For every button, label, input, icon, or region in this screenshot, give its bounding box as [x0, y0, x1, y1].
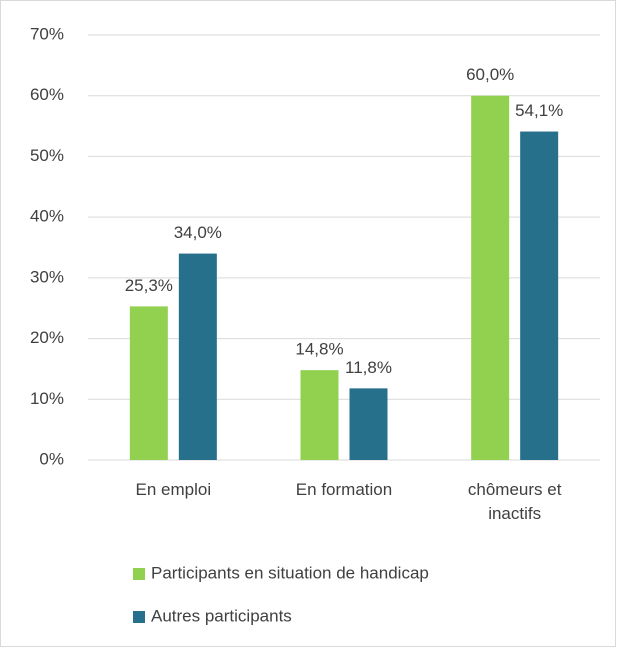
y-tick-label: 50%: [30, 146, 64, 165]
legend-swatch: [133, 611, 145, 623]
y-tick-label: 40%: [30, 207, 64, 226]
bar: [300, 370, 339, 460]
y-tick-label: 0%: [39, 449, 64, 468]
y-tick-label: 60%: [30, 85, 64, 104]
bar: [129, 306, 168, 460]
data-label: 54,1%: [515, 101, 563, 120]
data-label: 14,8%: [295, 340, 343, 359]
x-tick-label: chômeurs et inactifs: [467, 480, 562, 523]
y-tick-label: 70%: [30, 24, 64, 43]
data-label: 25,3%: [125, 276, 173, 295]
data-label: 11,8%: [345, 358, 392, 377]
data-label: 60,0%: [466, 65, 514, 84]
legend-label: Autres participants: [151, 606, 292, 625]
x-tick-label: En formation: [295, 480, 393, 499]
legend-swatch: [133, 568, 145, 580]
y-tick-label: 20%: [30, 328, 64, 347]
legend-label: Participants en situation de handicap: [151, 563, 429, 582]
data-label: 34,0%: [174, 223, 222, 242]
bar: [471, 95, 510, 460]
bar: [178, 253, 217, 460]
y-tick-label: 10%: [30, 389, 64, 408]
bar: [520, 131, 559, 461]
y-tick-label: 30%: [30, 267, 64, 286]
bar: [349, 388, 388, 460]
x-tick-label: En emploi: [135, 480, 212, 499]
